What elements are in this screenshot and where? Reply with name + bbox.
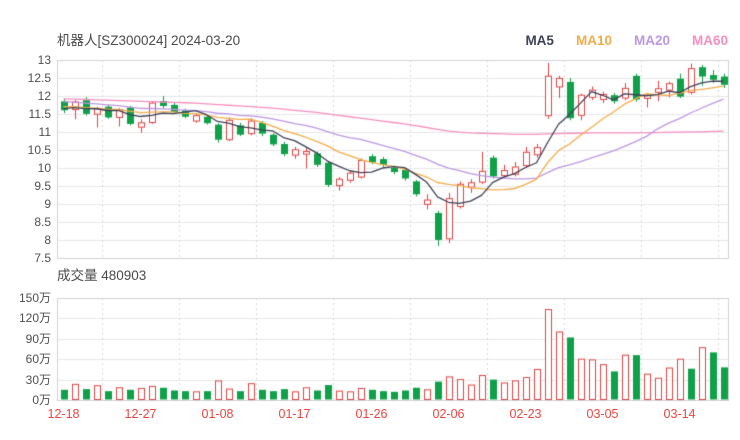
date-axis-label: 02-23	[509, 407, 542, 421]
volume-axis-tick: 120万	[18, 311, 51, 326]
volume-value: 480903	[101, 268, 147, 283]
volume-axis-tick: 30万	[25, 372, 51, 387]
price-axis-tick: 12.5	[27, 70, 51, 85]
volume-axis-tick: 150万	[18, 291, 51, 305]
price-axis-tick: 8.5	[34, 214, 51, 229]
price-axis-tick: 9	[44, 196, 51, 211]
date-axis-label: 12-18	[47, 407, 80, 421]
price-axis-tick: 11	[38, 124, 51, 139]
volume-axis-tick: 90万	[25, 331, 51, 346]
date-axis-label: 12-27	[124, 407, 157, 421]
volume-axis-tick: 60万	[25, 352, 51, 367]
date-axis-label: 01-08	[201, 407, 234, 421]
date-axis-label: 03-05	[586, 407, 619, 421]
chart-title: 机器人[SZ300024] 2024-03-20	[57, 33, 241, 48]
volume-title: 成交量 480903	[57, 268, 146, 284]
date-axis-label: 01-26	[355, 407, 388, 421]
price-axis-tick: 10	[37, 160, 51, 175]
legend-ma60[interactable]: MA60	[691, 33, 728, 48]
price-axis-tick: 8	[44, 232, 51, 247]
legend-ma20[interactable]: MA20	[633, 33, 670, 48]
price-axis-tick: 13	[37, 53, 51, 67]
date-axis-label: 01-17	[278, 407, 311, 421]
date-axis-label: 03-14	[663, 407, 696, 421]
price-axis-tick: 9.5	[34, 178, 51, 193]
legend-ma10[interactable]: MA10	[575, 33, 612, 48]
price-axis-tick: 11.5	[28, 106, 51, 121]
price-axis-tick: 12	[37, 88, 51, 103]
legend-ma5[interactable]: MA5	[525, 33, 554, 48]
volume-label: 成交量	[57, 268, 98, 283]
price-axis-tick: 10.5	[27, 142, 51, 157]
volume-axis-tick: 0万	[32, 393, 51, 407]
price-axis-tick: 7.5	[34, 250, 51, 265]
ma-legend: MA5 MA10 MA20 MA60	[525, 33, 728, 49]
date-axis-label: 02-06	[432, 407, 465, 421]
